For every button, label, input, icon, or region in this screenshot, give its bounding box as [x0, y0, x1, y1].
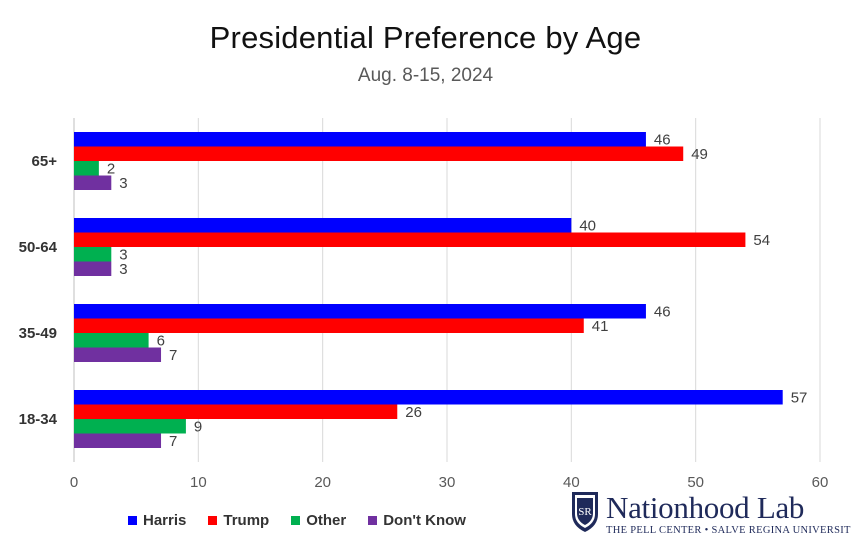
data-label: 3 [119, 246, 127, 263]
legend-item-other: Other [291, 512, 346, 529]
bar [74, 261, 112, 276]
category-label: 35-49 [19, 325, 57, 342]
logo-subtitle: THE PELL CENTER • SALVE REGINA UNIVERSIT… [606, 525, 851, 536]
legend-item-dont-know: Don't Know [368, 512, 466, 529]
legend-label-harris: Harris [143, 512, 187, 529]
x-tick-label: 40 [563, 474, 580, 491]
legend-swatch-other [291, 516, 301, 525]
data-label: 46 [654, 131, 671, 148]
data-label: 49 [691, 146, 708, 163]
legend: Harris Trump Other Don't Know [128, 512, 466, 529]
shield-icon: SR [572, 492, 598, 532]
legend-item-trump: Trump [208, 512, 269, 529]
logo-name: Nationhood Lab [606, 490, 805, 525]
data-label: 54 [753, 232, 770, 249]
data-label: 3 [119, 175, 127, 192]
bar [74, 419, 186, 434]
category-label: 18-34 [19, 411, 58, 428]
bar [74, 390, 783, 405]
bar [74, 318, 584, 333]
x-tick-label: 0 [70, 474, 78, 491]
legend-swatch-harris [128, 516, 137, 525]
legend-label-other: Other [306, 512, 347, 529]
nationhood-lab-logo: SR Nationhood Lab THE PELL CENTER • SALV… [570, 490, 851, 540]
x-tick-label: 20 [314, 474, 331, 491]
legend-swatch-dont-know [368, 516, 378, 525]
data-label: 41 [592, 318, 609, 335]
bar [74, 175, 112, 190]
category-label: 50-64 [19, 239, 58, 256]
bar [74, 404, 398, 419]
chart-title: Presidential Preference by Age [209, 20, 642, 55]
bar [74, 333, 149, 348]
data-label: 6 [157, 332, 165, 349]
category-label: 65+ [32, 153, 58, 170]
bar [74, 232, 746, 247]
data-label: 26 [405, 404, 422, 421]
chart-subtitle: Aug. 8-15, 2024 [357, 65, 494, 86]
bar [74, 218, 572, 233]
legend-swatch-trump [208, 516, 218, 525]
legend-label-dont-know: Don't Know [383, 512, 466, 529]
bar [74, 347, 162, 362]
legend-item-harris: Harris [128, 512, 186, 529]
data-label: 7 [169, 433, 177, 450]
bar [74, 161, 99, 176]
x-tick-label: 60 [812, 474, 829, 491]
data-label: 57 [791, 389, 808, 406]
data-label: 7 [169, 347, 177, 364]
data-label: 40 [579, 217, 596, 234]
legend-label-trump: Trump [223, 512, 270, 529]
bar [74, 146, 684, 161]
data-label: 9 [194, 418, 202, 435]
bar [74, 132, 646, 147]
bar [74, 304, 646, 319]
data-label: 2 [107, 160, 115, 177]
shield-emblem-text: SR [578, 506, 592, 518]
data-label: 3 [119, 261, 127, 278]
data-label: 46 [654, 303, 671, 320]
bar [74, 433, 162, 448]
x-tick-label: 30 [439, 474, 456, 491]
x-tick-label: 10 [190, 474, 207, 491]
bar [74, 247, 112, 262]
bar-chart: 0 10 20 30 40 50 6065+46492350-6440543335-4946… [19, 118, 829, 491]
x-tick-label: 50 [687, 474, 704, 491]
